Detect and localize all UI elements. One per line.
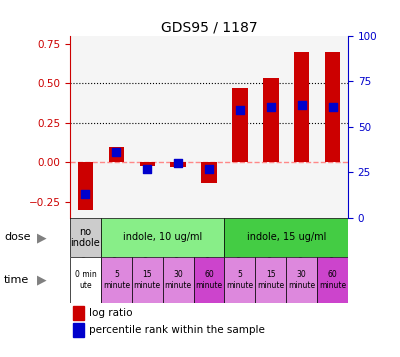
Bar — [78, 162, 93, 210]
Point — [237, 107, 243, 113]
Bar — [201, 162, 217, 183]
Bar — [140, 162, 155, 166]
Bar — [325, 51, 340, 162]
Text: 30
minute: 30 minute — [164, 270, 192, 290]
Text: 5
minute: 5 minute — [226, 270, 254, 290]
Text: 15
minute: 15 minute — [257, 270, 284, 290]
Text: log ratio: log ratio — [90, 308, 133, 318]
Bar — [73, 323, 84, 337]
Point — [144, 166, 150, 171]
Bar — [109, 146, 124, 162]
Bar — [224, 257, 255, 303]
Bar — [317, 257, 348, 303]
Text: 0 min
ute: 0 min ute — [74, 270, 96, 290]
Text: 15
minute: 15 minute — [134, 270, 161, 290]
Point — [113, 149, 120, 155]
Bar — [101, 257, 132, 303]
Point — [298, 102, 305, 108]
Text: indole, 15 ug/ml: indole, 15 ug/ml — [246, 232, 326, 242]
Bar — [194, 257, 224, 303]
Bar — [73, 306, 84, 320]
Title: GDS95 / 1187: GDS95 / 1187 — [161, 21, 257, 35]
Text: 60
minute: 60 minute — [319, 270, 346, 290]
Text: 60
minute: 60 minute — [196, 270, 222, 290]
Bar — [232, 88, 248, 162]
Bar — [294, 51, 309, 162]
Bar — [224, 218, 348, 257]
Text: 5
minute: 5 minute — [103, 270, 130, 290]
Text: ▶: ▶ — [37, 273, 47, 286]
Bar — [286, 257, 317, 303]
Text: 30
minute: 30 minute — [288, 270, 315, 290]
Point — [268, 104, 274, 110]
Text: indole, 10 ug/ml: indole, 10 ug/ml — [123, 232, 202, 242]
Text: dose: dose — [4, 232, 30, 242]
Text: no
indole: no indole — [70, 227, 100, 248]
Bar — [70, 257, 101, 303]
Bar — [132, 257, 163, 303]
Point — [82, 191, 89, 197]
Bar — [70, 218, 101, 257]
Point — [329, 104, 336, 110]
Bar — [255, 257, 286, 303]
Text: ▶: ▶ — [37, 231, 47, 244]
Point — [206, 166, 212, 171]
Bar — [163, 257, 194, 303]
Bar — [101, 218, 224, 257]
Bar — [170, 162, 186, 167]
Bar — [263, 79, 278, 162]
Text: percentile rank within the sample: percentile rank within the sample — [90, 326, 265, 336]
Text: time: time — [4, 275, 29, 285]
Point — [175, 160, 181, 166]
